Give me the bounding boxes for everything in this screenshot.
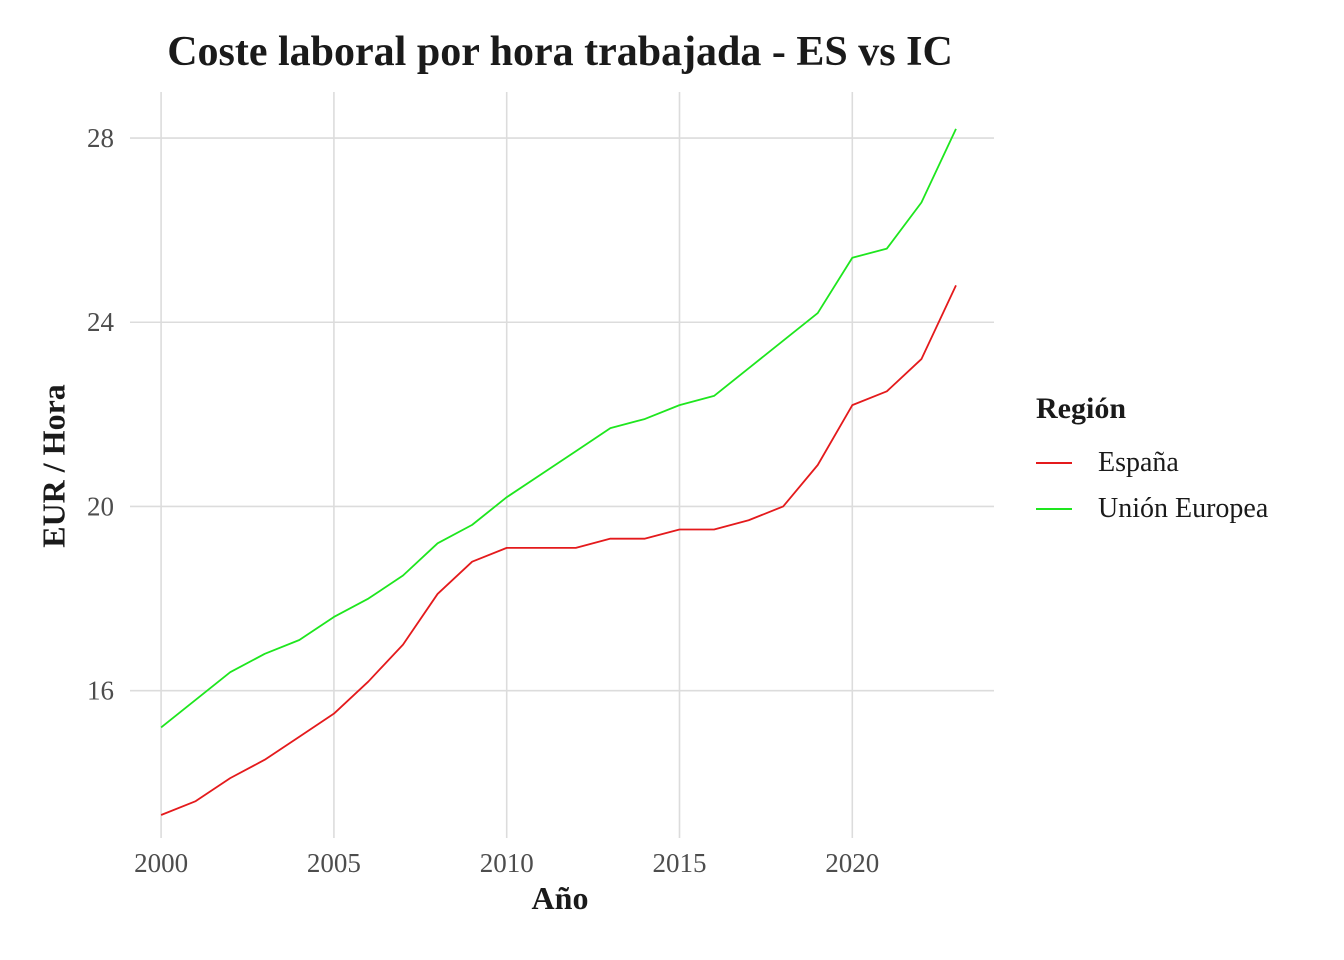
x-tick-label-2000: 2000 [134, 848, 188, 878]
x-axis-title: Año [531, 880, 589, 916]
legend: Región España Unión Europea [1036, 392, 1268, 532]
series-line-1 [160, 128, 957, 729]
x-tick-label-2020: 2020 [825, 848, 879, 878]
legend-key-espana [1036, 462, 1072, 464]
legend-item-union-europea: Unión Europea [1036, 486, 1268, 532]
y-tick-label-24: 24 [87, 307, 115, 337]
series-lines [160, 128, 957, 816]
chart-title: Coste laboral por hora trabajada - ES vs… [167, 29, 953, 75]
y-tick-label-28: 28 [87, 123, 114, 153]
tick-labels: 2000 2005 2010 2015 2020 16 20 24 28 [87, 123, 879, 878]
legend-title: Región [1036, 392, 1126, 425]
legend-key-union-europea [1036, 508, 1072, 510]
x-tick-label-2015: 2015 [653, 848, 707, 878]
y-tick-label-20: 20 [87, 491, 114, 521]
y-tick-label-16: 16 [87, 676, 114, 706]
grid-lines [130, 92, 994, 838]
legend-item-espana: España [1036, 440, 1268, 486]
legend-label-espana: España [1098, 447, 1179, 478]
y-axis-title: EUR / Hora [35, 384, 72, 548]
legend-label-union-europea: Unión Europea [1098, 493, 1269, 524]
x-tick-label-2010: 2010 [480, 848, 534, 878]
x-tick-label-2005: 2005 [307, 848, 361, 878]
series-line-0 [160, 285, 957, 816]
